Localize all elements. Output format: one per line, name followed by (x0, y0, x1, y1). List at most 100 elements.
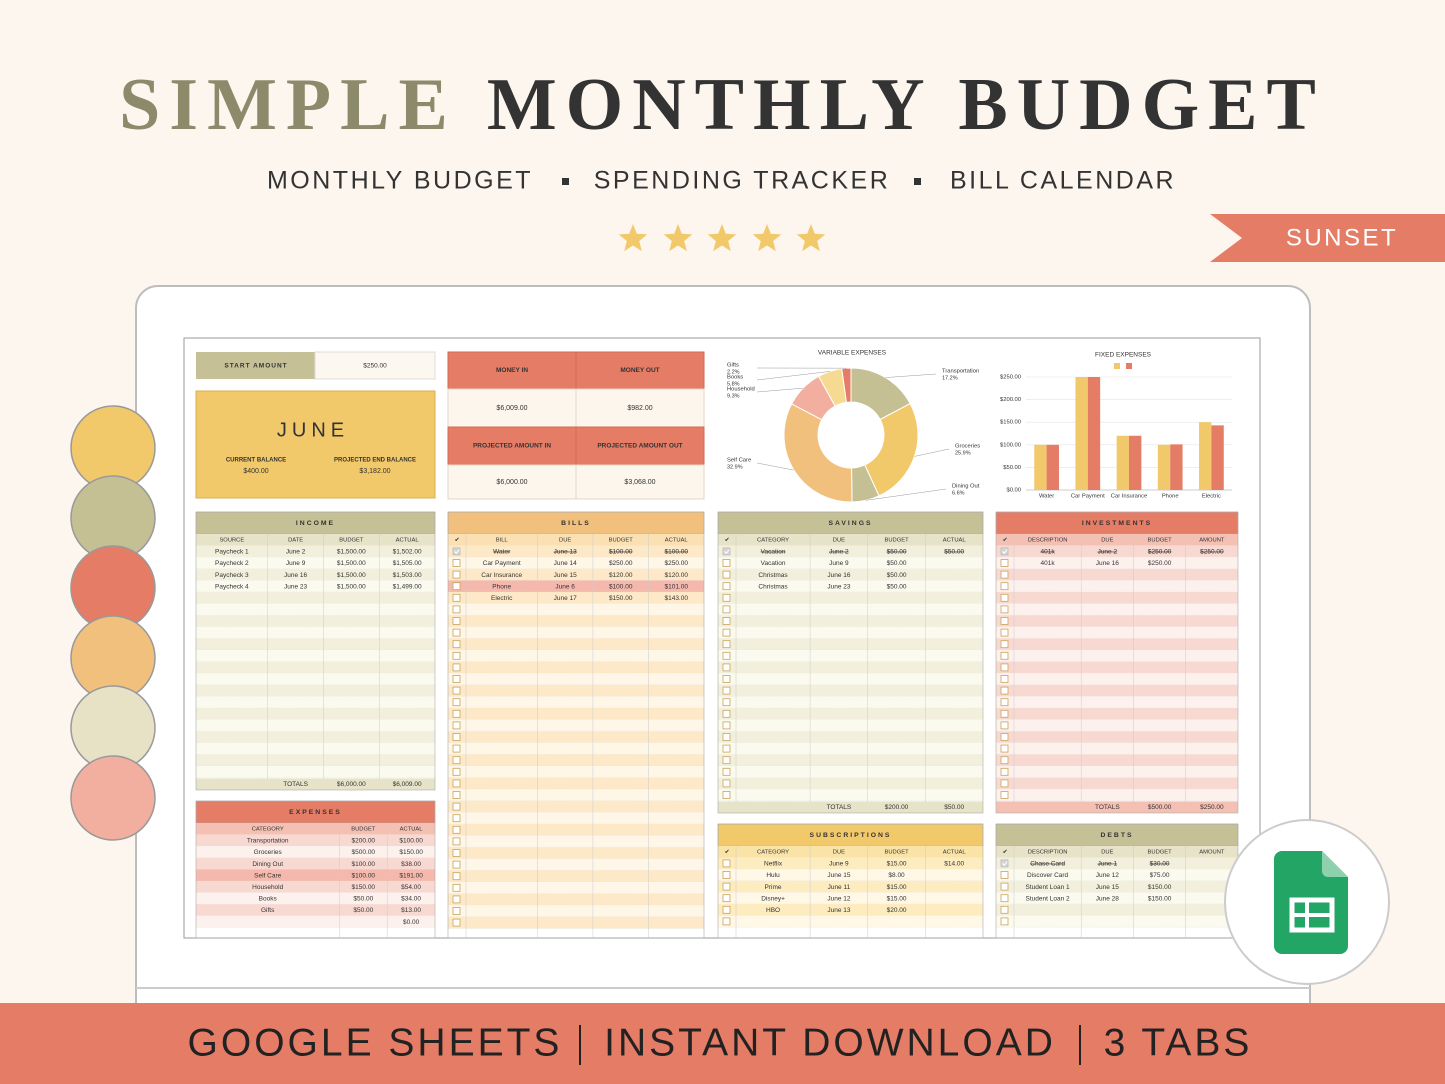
checkbox (1000, 570, 1009, 579)
cell-text: $100.00 (664, 549, 688, 556)
column-header: BUDGET (884, 849, 909, 855)
column-header: AMOUNT (1199, 537, 1225, 543)
cell-text: June 1 (1098, 861, 1118, 868)
table-header-row (996, 534, 1238, 546)
cell-text: $250.00 (664, 560, 688, 567)
table-row (718, 915, 983, 928)
table-row (448, 905, 704, 917)
column-header: BUDGET (884, 537, 909, 543)
total-text: TOTALS (283, 781, 308, 788)
bar (1046, 444, 1059, 490)
checkbox (722, 791, 731, 799)
table-row (196, 650, 435, 662)
color-swatch (70, 755, 156, 841)
total-text: $200.00 (885, 804, 909, 811)
checkbox (452, 570, 461, 579)
cell-text: June 2 (286, 549, 306, 556)
bar (1034, 444, 1047, 490)
cell-text: Self Care (254, 872, 281, 879)
table-row (196, 892, 435, 905)
star (618, 224, 648, 252)
column-header: ACTUAL (943, 537, 967, 543)
cell-text: $1,503.00 (393, 572, 422, 579)
checkbox (452, 791, 461, 799)
cell-text: Vacation (761, 560, 786, 567)
table-row (996, 754, 1238, 766)
table-row (196, 638, 435, 650)
leader-line (914, 448, 950, 457)
cell-text: $100.00 (352, 872, 376, 879)
checkbox (452, 895, 461, 904)
table-row (196, 696, 435, 708)
cell-text: $8.00 (888, 872, 905, 879)
table-row (196, 545, 435, 558)
cell-text: Paycheck 4 (215, 583, 249, 590)
table-row (996, 580, 1238, 592)
checkbox (1000, 663, 1009, 672)
table-row (718, 857, 983, 870)
checkbox (452, 802, 461, 811)
cell-text: MONEY IN (496, 367, 528, 374)
table-row (448, 696, 704, 708)
table-row (196, 915, 435, 928)
table-row (996, 696, 1238, 708)
checkbox (722, 859, 731, 868)
checkbox (722, 709, 731, 718)
cell-text: $250.00 (1148, 549, 1172, 556)
summary-value-cell (447, 464, 577, 500)
cell-text: Student Loan 2 (1026, 895, 1070, 902)
table-row (996, 661, 1238, 674)
cell-text: $100.00 (609, 549, 633, 556)
table-row (996, 592, 1238, 604)
footer-item: 3 TABS (1104, 1021, 1253, 1064)
table-row (718, 696, 983, 708)
slice-label: Household (727, 387, 755, 393)
table-row (196, 615, 435, 627)
checkbox (722, 882, 731, 891)
cell-text: $982.00 (627, 405, 652, 412)
checkbox (722, 698, 731, 707)
cell-text: $6,009.00 (496, 405, 527, 412)
cell-text: $400.00 (243, 468, 268, 475)
cell-text: Chase Card (1030, 861, 1065, 868)
checkbox (1000, 894, 1009, 903)
column-header: ACTUAL (400, 826, 424, 832)
swatches (70, 405, 156, 841)
table-row (718, 568, 983, 581)
table-row (718, 638, 983, 650)
cell-text: Netflix (764, 861, 783, 868)
table-row (448, 545, 704, 558)
table-title: INCOME (296, 520, 335, 527)
table-row (996, 615, 1238, 627)
checkbox (452, 651, 461, 660)
feature: SPENDING TRACKER (594, 167, 891, 195)
cell-text: CURRENT BALANCE (226, 458, 286, 464)
table-row (448, 742, 704, 755)
legend-swatch (1114, 363, 1120, 369)
star (663, 224, 693, 252)
check-mark (454, 549, 460, 554)
cell-text: June 28 (1096, 895, 1120, 902)
cell-text: $101.00 (664, 583, 688, 590)
checkbox (452, 559, 461, 567)
totals-row (718, 801, 983, 813)
cell-text: $34.00 (401, 896, 421, 903)
table-row (448, 812, 704, 824)
checkbox (1000, 617, 1009, 625)
checkbox (452, 918, 461, 927)
cell-text: $250.00 (609, 560, 633, 567)
cell-text: $1,505.00 (393, 560, 422, 567)
slice-value: 25.9% (955, 450, 971, 456)
ribbon (1210, 214, 1445, 262)
column-header: SOURCE (219, 537, 244, 543)
checkbox (1000, 733, 1009, 741)
table-row (718, 754, 983, 766)
table-row (196, 626, 435, 639)
table-title: EXPENSES (289, 809, 342, 816)
cell-text: $6,000.00 (496, 479, 527, 486)
column-header: BILL (496, 537, 509, 543)
checkbox (1000, 582, 1009, 591)
cell-text: $50.00 (353, 907, 373, 914)
cell-text: June 23 (284, 583, 308, 590)
